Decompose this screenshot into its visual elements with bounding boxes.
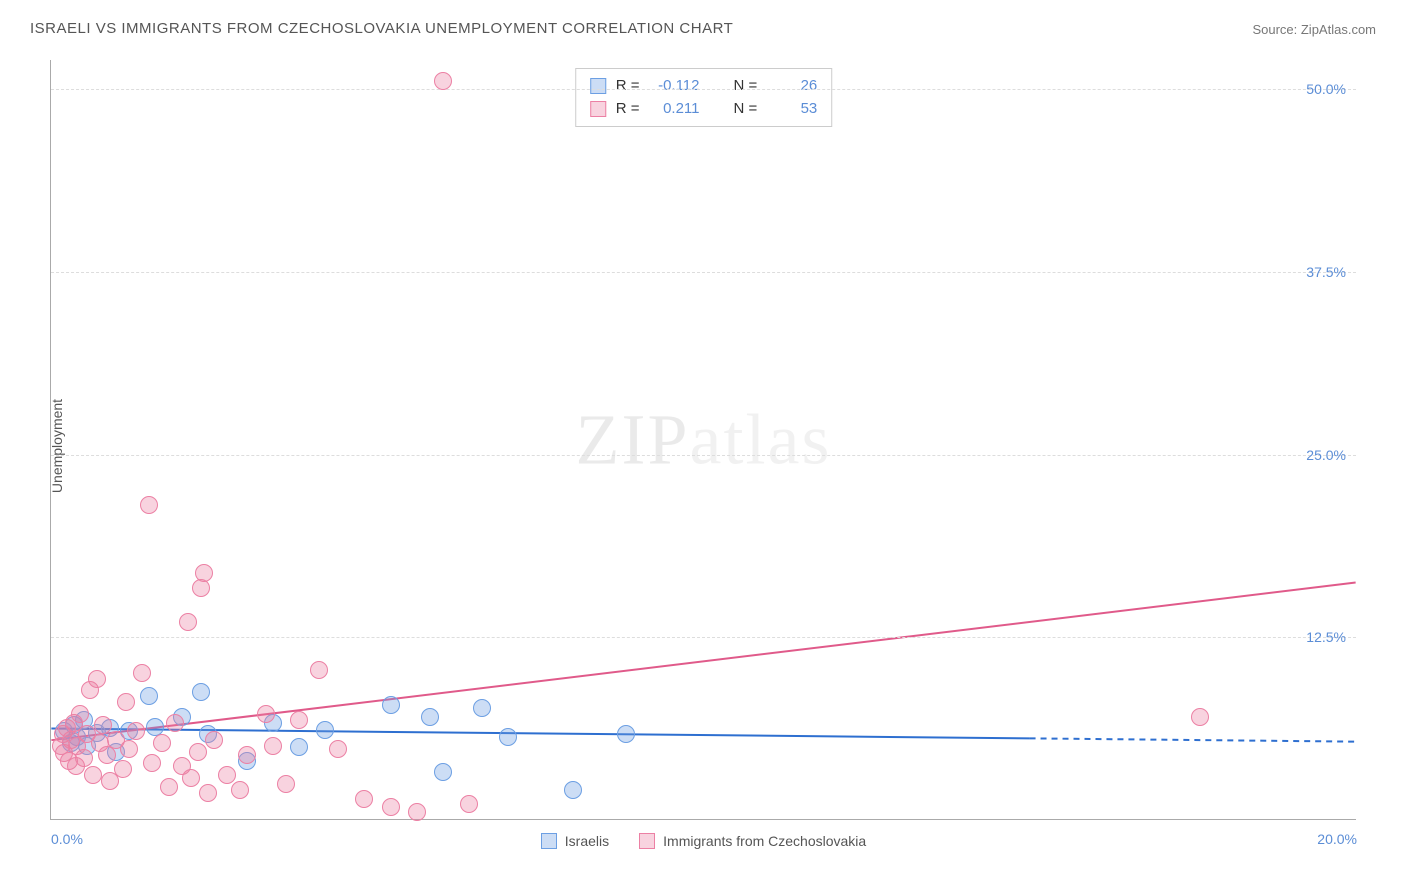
data-point-immigrants <box>290 711 308 729</box>
data-point-immigrants <box>120 740 138 758</box>
gridline <box>51 637 1356 638</box>
data-point-immigrants <box>205 731 223 749</box>
data-point-immigrants <box>84 766 102 784</box>
y-tick-label: 25.0% <box>1306 447 1346 463</box>
y-tick-label: 50.0% <box>1306 81 1346 97</box>
corr-row-israelis: R = -0.112 N = 26 <box>590 75 818 98</box>
x-tick-label: 0.0% <box>51 831 83 847</box>
data-point-israelis <box>140 687 158 705</box>
trend-line-immigrants <box>51 583 1355 741</box>
data-point-immigrants <box>94 716 112 734</box>
y-tick-label: 12.5% <box>1306 629 1346 645</box>
data-point-immigrants <box>408 803 426 821</box>
data-point-immigrants <box>434 72 452 90</box>
data-point-immigrants <box>355 790 373 808</box>
legend-label-israelis: Israelis <box>565 833 609 849</box>
r-label: R = <box>616 98 640 121</box>
x-tick-label: 20.0% <box>1317 831 1357 847</box>
data-point-immigrants <box>143 754 161 772</box>
data-point-immigrants <box>160 778 178 796</box>
data-point-immigrants <box>153 734 171 752</box>
data-point-immigrants <box>114 760 132 778</box>
data-point-immigrants <box>277 775 295 793</box>
n-label: N = <box>734 75 758 98</box>
data-point-immigrants <box>140 496 158 514</box>
data-point-israelis <box>434 763 452 781</box>
chart-title: ISRAELI VS IMMIGRANTS FROM CZECHOSLOVAKI… <box>30 20 733 37</box>
data-point-immigrants <box>195 564 213 582</box>
gridline <box>51 455 1356 456</box>
legend-item-immigrants: Immigrants from Czechoslovakia <box>639 833 866 849</box>
r-value-israelis: -0.112 <box>650 75 700 98</box>
trend-lines-layer <box>51 60 1356 819</box>
data-point-immigrants <box>264 737 282 755</box>
legend-swatch-immigrants <box>639 833 655 849</box>
gridline <box>51 89 1356 90</box>
legend-item-israelis: Israelis <box>541 833 609 849</box>
data-point-immigrants <box>1191 708 1209 726</box>
data-point-israelis <box>290 738 308 756</box>
data-point-israelis <box>617 725 635 743</box>
corr-row-immigrants: R = 0.211 N = 53 <box>590 98 818 121</box>
n-value-israelis: 26 <box>767 75 817 98</box>
gridline <box>51 272 1356 273</box>
data-point-immigrants <box>182 769 200 787</box>
data-point-israelis <box>564 781 582 799</box>
y-tick-label: 37.5% <box>1306 264 1346 280</box>
data-point-israelis <box>192 683 210 701</box>
bottom-legend: Israelis Immigrants from Czechoslovakia <box>51 833 1356 849</box>
data-point-israelis <box>382 696 400 714</box>
data-point-immigrants <box>382 798 400 816</box>
data-point-immigrants <box>460 795 478 813</box>
data-point-immigrants <box>127 722 145 740</box>
data-point-israelis <box>421 708 439 726</box>
swatch-immigrants <box>590 101 606 117</box>
data-point-immigrants <box>75 749 93 767</box>
data-point-immigrants <box>310 661 328 679</box>
data-point-israelis <box>499 728 517 746</box>
data-point-immigrants <box>117 693 135 711</box>
data-point-immigrants <box>189 743 207 761</box>
data-point-israelis <box>473 699 491 717</box>
legend-label-immigrants: Immigrants from Czechoslovakia <box>663 833 866 849</box>
source-attribution: Source: ZipAtlas.com <box>1252 22 1376 37</box>
n-value-immigrants: 53 <box>767 98 817 121</box>
trend-line-dashed-israelis <box>1030 738 1356 741</box>
data-point-immigrants <box>199 784 217 802</box>
data-point-immigrants <box>218 766 236 784</box>
n-label: N = <box>734 98 758 121</box>
data-point-immigrants <box>231 781 249 799</box>
r-label: R = <box>616 75 640 98</box>
swatch-israelis <box>590 78 606 94</box>
data-point-immigrants <box>329 740 347 758</box>
data-point-immigrants <box>238 746 256 764</box>
data-point-israelis <box>316 721 334 739</box>
data-point-immigrants <box>88 670 106 688</box>
data-point-immigrants <box>257 705 275 723</box>
data-point-immigrants <box>179 613 197 631</box>
data-point-immigrants <box>71 705 89 723</box>
legend-swatch-israelis <box>541 833 557 849</box>
plot-area: ZIPatlas R =-0.112N =26R =0.211N =53 Isr… <box>50 60 1356 820</box>
correlation-legend-box: R = -0.112 N = 26 R = 0.211 N = 53 <box>575 68 833 127</box>
data-point-immigrants <box>133 664 151 682</box>
data-point-immigrants <box>166 714 184 732</box>
r-value-immigrants: 0.211 <box>650 98 700 121</box>
